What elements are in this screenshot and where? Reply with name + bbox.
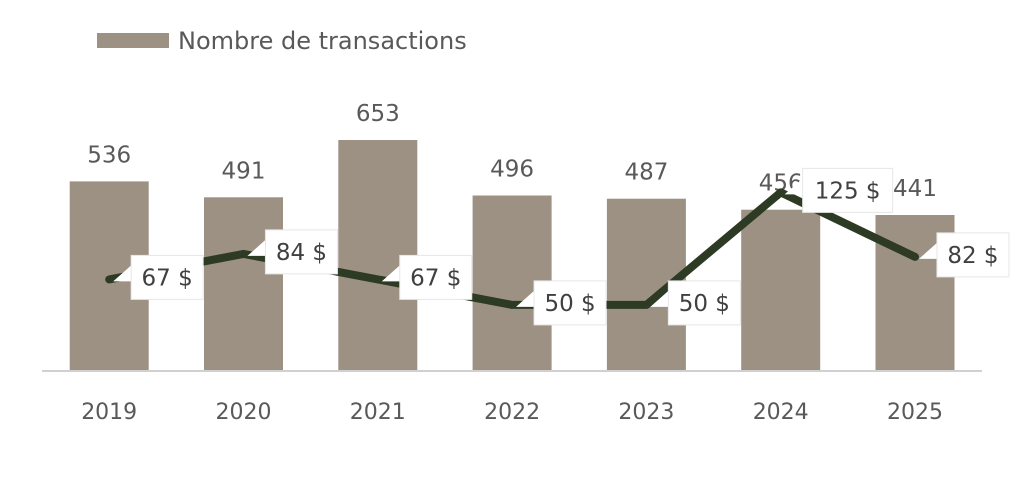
price-label-2023: 50 $ bbox=[650, 280, 741, 326]
tick-label-2024: 2024 bbox=[753, 400, 809, 425]
price-label-text: 67 $ bbox=[410, 265, 461, 291]
tick-label-2022: 2022 bbox=[484, 400, 540, 425]
bar-2020 bbox=[204, 197, 283, 371]
price-label-2020: 84 $ bbox=[247, 229, 338, 275]
price-label-pointer bbox=[650, 290, 669, 307]
price-label-box bbox=[667, 280, 741, 326]
price-label-2021: 67 $ bbox=[381, 254, 473, 300]
price-label-2019: 67 $ bbox=[113, 254, 204, 300]
price-label-box bbox=[936, 232, 1010, 278]
price-label-2025: 82 $ bbox=[918, 232, 1010, 278]
price-label-pointer bbox=[247, 239, 266, 256]
price-label-pointer bbox=[516, 290, 535, 307]
price-label-text: 84 $ bbox=[276, 240, 327, 266]
price-label-box bbox=[802, 167, 894, 213]
legend-label-bars: Nombre de transactions bbox=[178, 27, 467, 55]
bar-label-2021: 653 bbox=[356, 101, 400, 127]
price-label-box bbox=[399, 254, 473, 300]
price-line bbox=[105, 188, 919, 309]
bar-label-2020: 491 bbox=[222, 158, 266, 184]
price-label-text: 50 $ bbox=[544, 291, 595, 317]
price-label-pointer bbox=[784, 178, 803, 195]
bar-label-2022: 496 bbox=[490, 157, 534, 183]
bar-series bbox=[69, 140, 955, 371]
price-label-2024: 125 $ bbox=[784, 167, 894, 213]
legend-swatch-bars bbox=[97, 33, 169, 48]
price-label-pointer bbox=[381, 265, 400, 282]
bar-label-2025: 441 bbox=[893, 176, 937, 202]
tick-label-2023: 2023 bbox=[618, 400, 674, 425]
price-label-pointer bbox=[918, 242, 937, 259]
legend: Nombre de transactions bbox=[97, 27, 467, 55]
price-label-text: 67 $ bbox=[142, 265, 193, 291]
tick-label-2019: 2019 bbox=[81, 400, 137, 425]
price-label-pointer bbox=[113, 265, 132, 282]
tick-label-2020: 2020 bbox=[216, 400, 272, 425]
price-label-text: 50 $ bbox=[679, 291, 730, 317]
price-label-box bbox=[130, 254, 204, 300]
price-label-box bbox=[533, 280, 607, 326]
price-label-2022: 50 $ bbox=[516, 280, 607, 326]
price-label-text: 82 $ bbox=[947, 243, 998, 269]
price-data-labels: 67 $ 84 $ 67 $ 50 $ 50 $ 125 $ 82 $ bbox=[113, 167, 1010, 326]
bar-label-2019: 536 bbox=[87, 142, 131, 168]
price-label-box bbox=[264, 229, 338, 275]
bar-2024 bbox=[741, 209, 821, 371]
price-label-text: 125 $ bbox=[815, 178, 881, 204]
tick-label-2021: 2021 bbox=[350, 400, 406, 425]
bar-label-2023: 487 bbox=[624, 160, 668, 186]
tick-label-2025: 2025 bbox=[887, 400, 943, 425]
x-axis-tick-labels: 2019 2020 2021 2022 2023 2024 2025 bbox=[81, 400, 943, 425]
